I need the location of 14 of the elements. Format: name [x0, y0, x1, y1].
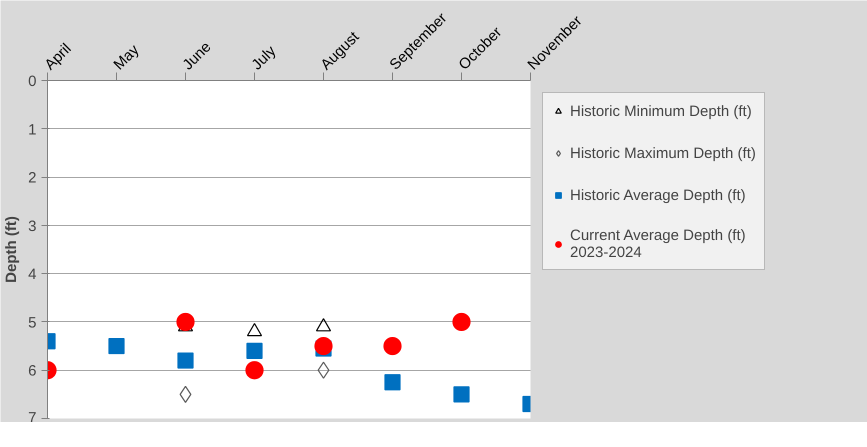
x-tick-label: July — [248, 42, 280, 74]
legend-label: Historic Minimum Depth (ft) — [570, 102, 752, 121]
y-tick-label: 3 — [28, 218, 36, 235]
x-tick-label: May — [110, 41, 143, 74]
y-axis-title: Depth (ft) — [3, 216, 20, 283]
y-tick-label: 4 — [28, 266, 36, 284]
legend-label: Current Average Depth (ft) 2023-2024 — [570, 227, 746, 261]
y-tick-label: 5 — [28, 314, 36, 332]
y-tick-label: 6 — [28, 362, 36, 380]
y-tick-label: 1 — [28, 121, 36, 138]
y-tick-label: 2 — [28, 170, 36, 187]
legend-label: Historic Average Depth (ft) — [570, 186, 746, 205]
legend-label: Historic Maximum Depth (ft) — [570, 144, 756, 163]
y-tick-label: 0 — [28, 73, 36, 90]
